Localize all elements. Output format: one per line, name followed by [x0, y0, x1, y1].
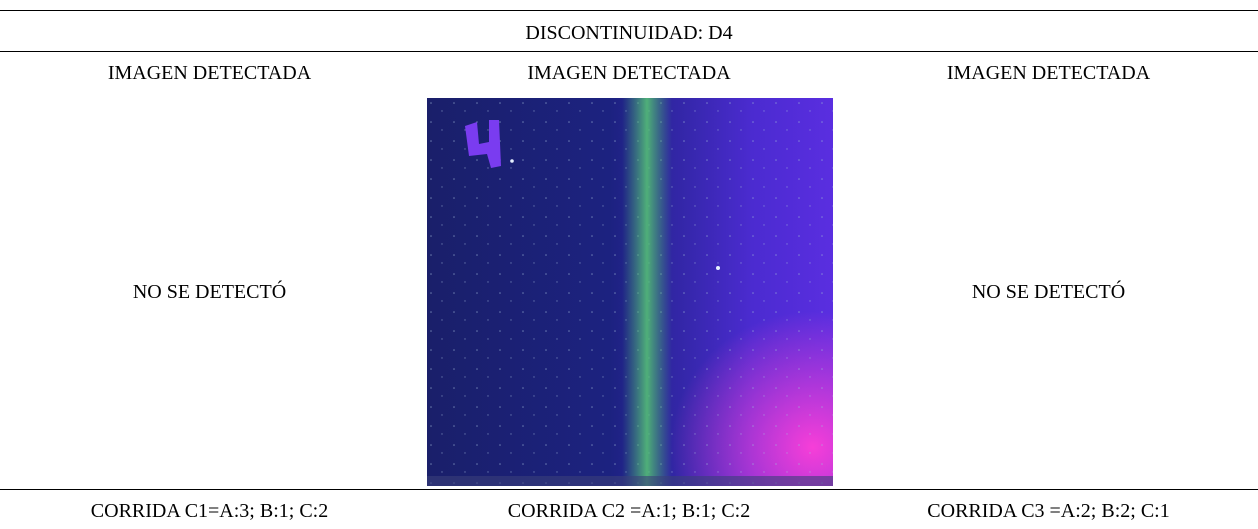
column-header: IMAGEN DETECTADA [946, 62, 1151, 84]
rule [0, 489, 1258, 490]
table-top-rule [0, 10, 1258, 11]
result-text: NO SE DETECTÓ [971, 281, 1126, 303]
result-text: NO SE DETECTÓ [132, 281, 287, 303]
column-header: IMAGEN DETECTADA [107, 62, 312, 84]
footer-caption: CORRIDA C1=A:3; B:1; C:2 [90, 500, 329, 522]
inspection-photo [427, 98, 833, 486]
column-header: IMAGEN DETECTADA [527, 62, 731, 84]
footer-caption: CORRIDA C2 =A:1; B:1; C:2 [507, 500, 751, 522]
rule [0, 51, 1258, 52]
table-title: DISCONTINUIDAD: D4 [525, 22, 733, 44]
footer-caption: CORRIDA C3 =A:2; B:2; C:1 [927, 500, 1170, 522]
